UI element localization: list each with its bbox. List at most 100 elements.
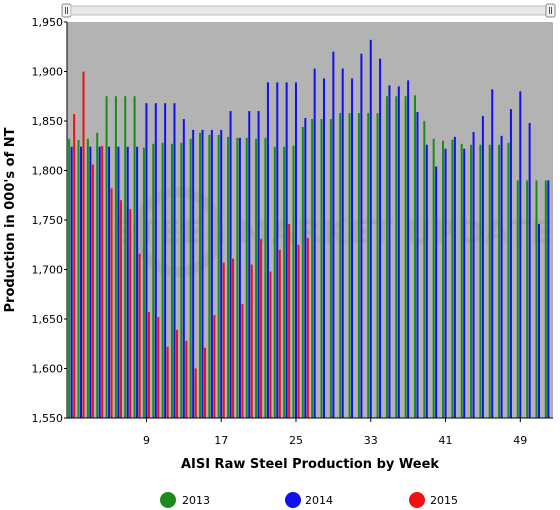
bar-2015-week-19[interactable] — [241, 304, 244, 418]
bar-2014-week-11[interactable] — [164, 103, 167, 419]
bar-2013-week-45[interactable] — [479, 144, 482, 418]
bar-2015-week-14[interactable] — [194, 368, 197, 419]
bar-2014-week-35[interactable] — [388, 85, 391, 419]
bar-2015-week-25[interactable] — [297, 244, 300, 418]
bar-2013-week-4[interactable] — [96, 132, 99, 418]
bar-2013-week-16[interactable] — [208, 134, 211, 419]
bar-2013-week-19[interactable] — [236, 137, 239, 418]
bar-2015-week-23[interactable] — [278, 249, 281, 418]
bar-2014-week-19[interactable] — [238, 137, 241, 418]
bar-2014-week-28[interactable] — [323, 78, 326, 419]
legend-item-2014[interactable]: 2014 — [285, 492, 333, 508]
bar-2013-week-12[interactable] — [170, 143, 173, 418]
bar-2013-week-28[interactable] — [320, 119, 323, 419]
bar-2014-week-42[interactable] — [453, 136, 456, 418]
bar-2013-week-48[interactable] — [507, 142, 510, 418]
bar-2014-week-49[interactable] — [519, 91, 522, 419]
bar-2013-week-47[interactable] — [498, 144, 501, 418]
bar-2015-week-13[interactable] — [185, 340, 188, 418]
bar-2014-week-43[interactable] — [463, 148, 466, 418]
bar-2014-week-46[interactable] — [491, 89, 494, 418]
bar-2014-week-9[interactable] — [145, 103, 148, 419]
bar-2013-week-39[interactable] — [423, 121, 426, 418]
bar-2015-week-20[interactable] — [250, 264, 253, 418]
bar-2015-week-10[interactable] — [157, 317, 160, 418]
bar-2013-week-13[interactable] — [180, 142, 183, 418]
bar-2014-week-33[interactable] — [369, 39, 372, 418]
bar-2014-week-14[interactable] — [192, 129, 195, 418]
bar-2015-week-15[interactable] — [204, 347, 207, 418]
bar-2014-week-8[interactable] — [136, 146, 139, 419]
bar-2013-week-1[interactable] — [68, 138, 71, 418]
bar-2014-week-34[interactable] — [379, 58, 382, 418]
bar-2014-week-13[interactable] — [182, 119, 185, 419]
bar-2014-week-4[interactable] — [98, 146, 101, 419]
bar-2015-week-5[interactable] — [110, 188, 113, 418]
bar-2014-week-38[interactable] — [416, 112, 419, 418]
bar-2015-week-12[interactable] — [175, 329, 178, 418]
bar-2013-week-3[interactable] — [86, 138, 89, 418]
bar-2014-week-10[interactable] — [154, 103, 157, 419]
bar-2013-week-37[interactable] — [404, 96, 407, 418]
bar-2013-week-10[interactable] — [152, 143, 155, 418]
bar-2013-week-21[interactable] — [255, 138, 258, 418]
bar-2014-week-32[interactable] — [360, 53, 363, 419]
bar-2014-week-1[interactable] — [70, 146, 73, 419]
bar-2014-week-41[interactable] — [444, 148, 447, 418]
bar-2013-week-27[interactable] — [311, 119, 314, 419]
bar-2013-week-15[interactable] — [199, 132, 202, 418]
bar-2014-week-17[interactable] — [220, 129, 223, 418]
bar-2013-week-31[interactable] — [348, 113, 351, 418]
bar-2013-week-44[interactable] — [470, 144, 473, 418]
bar-2013-week-8[interactable] — [133, 96, 136, 418]
bar-2013-week-51[interactable] — [535, 180, 538, 418]
bar-2013-week-36[interactable] — [395, 96, 398, 418]
bar-2013-week-35[interactable] — [385, 96, 388, 418]
bar-2014-week-45[interactable] — [481, 116, 484, 419]
bar-2013-week-9[interactable] — [142, 147, 145, 419]
bar-2013-week-5[interactable] — [105, 96, 108, 418]
bar-2013-week-50[interactable] — [526, 180, 529, 418]
bar-2014-week-12[interactable] — [173, 103, 176, 419]
bar-2013-week-42[interactable] — [451, 139, 454, 418]
zoom-slider-track[interactable] — [70, 5, 547, 16]
bar-2013-week-30[interactable] — [339, 113, 342, 418]
bar-2014-week-22[interactable] — [266, 82, 269, 418]
bar-2015-week-6[interactable] — [119, 200, 122, 418]
bar-2013-week-11[interactable] — [161, 142, 164, 418]
bar-2014-week-30[interactable] — [341, 68, 344, 418]
legend-item-2015[interactable]: 2015 — [409, 492, 458, 508]
bar-2014-week-24[interactable] — [285, 82, 288, 418]
bar-2015-week-11[interactable] — [166, 346, 169, 418]
bar-2013-week-33[interactable] — [367, 113, 370, 418]
bar-2015-week-17[interactable] — [222, 262, 225, 418]
bar-2014-week-37[interactable] — [407, 80, 410, 418]
bar-2013-week-41[interactable] — [442, 140, 445, 419]
bar-2013-week-34[interactable] — [376, 113, 379, 418]
bar-2014-week-23[interactable] — [276, 82, 279, 418]
bar-2013-week-2[interactable] — [77, 139, 80, 418]
bar-2014-week-15[interactable] — [201, 129, 204, 418]
bar-2014-week-48[interactable] — [509, 109, 512, 419]
bar-2014-week-26[interactable] — [304, 118, 307, 418]
bar-2015-week-22[interactable] — [269, 271, 272, 418]
bar-2013-week-49[interactable] — [516, 180, 519, 418]
bar-2015-week-7[interactable] — [129, 209, 132, 418]
zoom-handle-right[interactable] — [545, 3, 556, 18]
bar-2015-week-1[interactable] — [73, 114, 76, 418]
bar-2013-week-40[interactable] — [432, 138, 435, 418]
bar-2014-week-52[interactable] — [547, 180, 550, 418]
bar-2013-week-25[interactable] — [292, 145, 295, 418]
bar-2014-week-6[interactable] — [117, 146, 120, 419]
bar-2014-week-31[interactable] — [351, 78, 354, 419]
bar-2013-week-18[interactable] — [227, 136, 230, 418]
bar-2014-week-44[interactable] — [472, 131, 475, 418]
bar-2014-week-20[interactable] — [248, 111, 251, 418]
bar-2014-week-29[interactable] — [332, 51, 335, 418]
bar-2013-week-14[interactable] — [189, 138, 192, 418]
bar-2013-week-20[interactable] — [245, 137, 248, 418]
bar-2014-week-36[interactable] — [397, 86, 400, 418]
bar-2015-week-26[interactable] — [306, 237, 309, 418]
bar-2014-week-3[interactable] — [89, 146, 92, 419]
bar-2014-week-18[interactable] — [229, 111, 232, 418]
